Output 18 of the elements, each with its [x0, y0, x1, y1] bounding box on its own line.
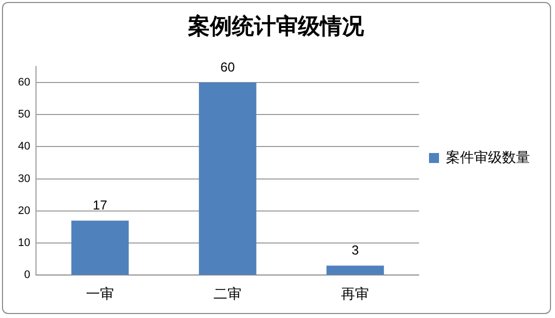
chart-title: 案例统计审级情况 — [187, 13, 365, 38]
bar — [326, 266, 384, 275]
bar — [71, 220, 129, 275]
y-tick-label: 20 — [18, 204, 30, 217]
legend-label: 案件审级数量 — [446, 148, 530, 165]
bar — [198, 82, 256, 275]
y-tick-label: 10 — [18, 237, 30, 250]
data-label: 60 — [220, 60, 235, 75]
data-label: 17 — [92, 198, 108, 213]
y-tick-label: 30 — [18, 172, 30, 185]
x-tick-label: 二审 — [214, 285, 242, 302]
data-label: 3 — [352, 242, 359, 258]
y-tick-label: 60 — [18, 76, 30, 88]
y-tick-label: 40 — [18, 140, 30, 153]
y-tick-label: 0 — [24, 269, 30, 282]
x-tick-label: 一审 — [86, 285, 114, 302]
y-tick-label: 50 — [18, 108, 30, 121]
x-tick-label: 再审 — [341, 285, 370, 302]
